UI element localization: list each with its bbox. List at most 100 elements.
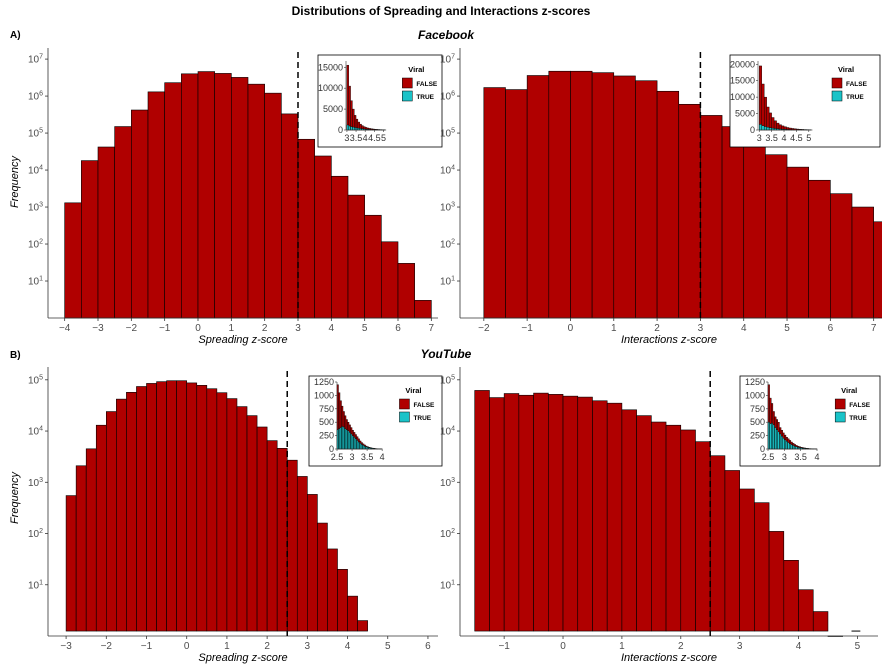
y-tick-label: 107 bbox=[440, 54, 455, 66]
histogram-bar bbox=[114, 126, 132, 319]
panel-youtube-spreading: 101 102 103 104 105 −3 −2 −1 0 1 2 3 4 5 6 Spreading z-… bbox=[28, 367, 443, 664]
histogram-bar bbox=[286, 459, 298, 632]
inset-x-tick-label: 4 bbox=[782, 133, 787, 143]
y-tick-label: 103 bbox=[28, 477, 43, 489]
inset-legend-label-true: TRUE bbox=[416, 94, 434, 101]
inset-bar-true bbox=[782, 438, 785, 450]
histogram-bar bbox=[381, 241, 399, 319]
panel-youtube-interactions: 101 102 103 104 105 −1 0 1 2 3 4 5 Interactions z-sc… bbox=[440, 367, 881, 664]
histogram-bar bbox=[166, 380, 177, 632]
inset-y-tick-label: 250 bbox=[750, 431, 765, 441]
histogram-bar bbox=[651, 421, 667, 632]
inset-x-tick-label: 3.5 bbox=[350, 133, 363, 143]
x-tick-label: 1 bbox=[224, 641, 230, 652]
histogram-bar bbox=[256, 426, 268, 632]
histogram-bar bbox=[247, 83, 265, 319]
x-tick-label: 0 bbox=[184, 641, 190, 652]
inset-bar-true bbox=[350, 126, 353, 131]
histogram-bar bbox=[483, 87, 506, 319]
inset-bar-true bbox=[789, 443, 792, 450]
inset-bar-true bbox=[350, 433, 353, 450]
inset-bar-true bbox=[339, 427, 342, 450]
inset-bar-true bbox=[769, 423, 772, 450]
inset-bar-true bbox=[355, 127, 359, 131]
histogram-bar bbox=[146, 383, 157, 632]
histogram-bar bbox=[81, 160, 99, 319]
y-tick-label: 105 bbox=[440, 374, 455, 386]
histogram-bar bbox=[665, 424, 682, 632]
histogram-bar bbox=[709, 455, 726, 632]
y-tick-label: 105 bbox=[28, 128, 43, 140]
inset-bar-true bbox=[787, 442, 790, 450]
histogram-bar bbox=[635, 80, 658, 319]
histogram-bar bbox=[474, 390, 490, 632]
inset-y-tick-label: 0 bbox=[338, 125, 343, 135]
x-tick-label: 0 bbox=[195, 323, 201, 334]
y-tick-label: 104 bbox=[28, 165, 43, 177]
histogram-bar bbox=[851, 206, 874, 319]
x-tick-label: −2 bbox=[478, 323, 490, 334]
inset-legend-swatch-false bbox=[834, 398, 846, 410]
inset-bar-true bbox=[360, 444, 363, 450]
inset-bar-false bbox=[768, 112, 772, 131]
histogram-bar bbox=[721, 126, 745, 319]
x-tick-label: −3 bbox=[60, 641, 72, 652]
inset-x-tick-label: 3.5 bbox=[794, 452, 807, 462]
row-title-facebook: Facebook bbox=[418, 28, 475, 42]
histogram-bar bbox=[65, 495, 77, 632]
histogram-bar bbox=[505, 89, 528, 319]
histogram-bar bbox=[186, 382, 198, 632]
inset-y-tick-label: 15000 bbox=[730, 76, 755, 86]
y-tick-label: 101 bbox=[28, 276, 43, 288]
x-tick-label: 4 bbox=[329, 323, 335, 334]
inset-x-tick-label: 3.5 bbox=[765, 133, 778, 143]
inset-y-tick-label: 1250 bbox=[314, 377, 334, 387]
x-axis-label: Interactions z-score bbox=[621, 652, 717, 664]
inset-frame bbox=[739, 375, 881, 467]
histogram-bar bbox=[808, 179, 831, 319]
histogram-bar bbox=[397, 263, 415, 319]
panel-facebook-interactions: 101 102 103 104 105 106 107 −2 −1 0 1 2 3 4 5 6 7 Interac… bbox=[440, 48, 882, 346]
y-tick-label: 102 bbox=[28, 239, 43, 251]
y-tick-label: 104 bbox=[28, 426, 43, 438]
y-tick-label: 101 bbox=[28, 579, 43, 591]
inset-bar-true bbox=[354, 127, 357, 131]
x-tick-label: 3 bbox=[698, 323, 704, 334]
y-tick-label: 102 bbox=[440, 528, 455, 540]
histogram-bar bbox=[314, 155, 332, 319]
histogram-bar bbox=[216, 392, 228, 632]
inset-legend-swatch-false bbox=[399, 398, 410, 410]
x-tick-label: −1 bbox=[159, 323, 171, 334]
histogram-bar bbox=[798, 589, 814, 632]
inset-frame bbox=[317, 54, 443, 148]
inset-bar-true bbox=[777, 431, 780, 450]
inset-bar-true bbox=[795, 446, 798, 450]
histogram-bar bbox=[197, 71, 215, 319]
histogram-bar bbox=[754, 502, 770, 632]
inset-legend-swatch-false bbox=[831, 77, 843, 89]
histogram-bar bbox=[364, 214, 382, 319]
x-tick-label: 0 bbox=[568, 323, 574, 334]
y-tick-label: 104 bbox=[440, 426, 455, 438]
x-tick-label: 1 bbox=[229, 323, 235, 334]
inset-x-tick-label: 3.5 bbox=[361, 452, 374, 462]
inset-legend-swatch-false bbox=[402, 77, 413, 89]
histogram-bar bbox=[680, 429, 696, 632]
histogram-bar bbox=[724, 470, 740, 632]
inset-bar-true bbox=[345, 429, 348, 450]
inset-bar-true bbox=[779, 433, 782, 450]
histogram-bar bbox=[281, 113, 299, 319]
y-tick-label: 102 bbox=[440, 239, 455, 251]
inset-bar-false bbox=[350, 100, 353, 131]
inset-bar-true bbox=[354, 438, 357, 450]
histogram-bar bbox=[276, 448, 288, 632]
panel-facebook-spreading: 101 102 103 104 105 106 107 −4 −3 −2 −1 0 1 2 3 4 5 6 7 Spr… bbox=[28, 48, 443, 346]
inset-bar-true bbox=[793, 445, 796, 450]
x-tick-label: −3 bbox=[92, 323, 104, 334]
histogram-bar bbox=[75, 465, 87, 632]
histogram-bar bbox=[307, 494, 318, 632]
histogram-bar bbox=[700, 115, 723, 319]
x-tick-label: −1 bbox=[521, 323, 533, 334]
histogram-bar bbox=[678, 103, 701, 319]
inset-y-tick-label: 0 bbox=[750, 125, 755, 135]
